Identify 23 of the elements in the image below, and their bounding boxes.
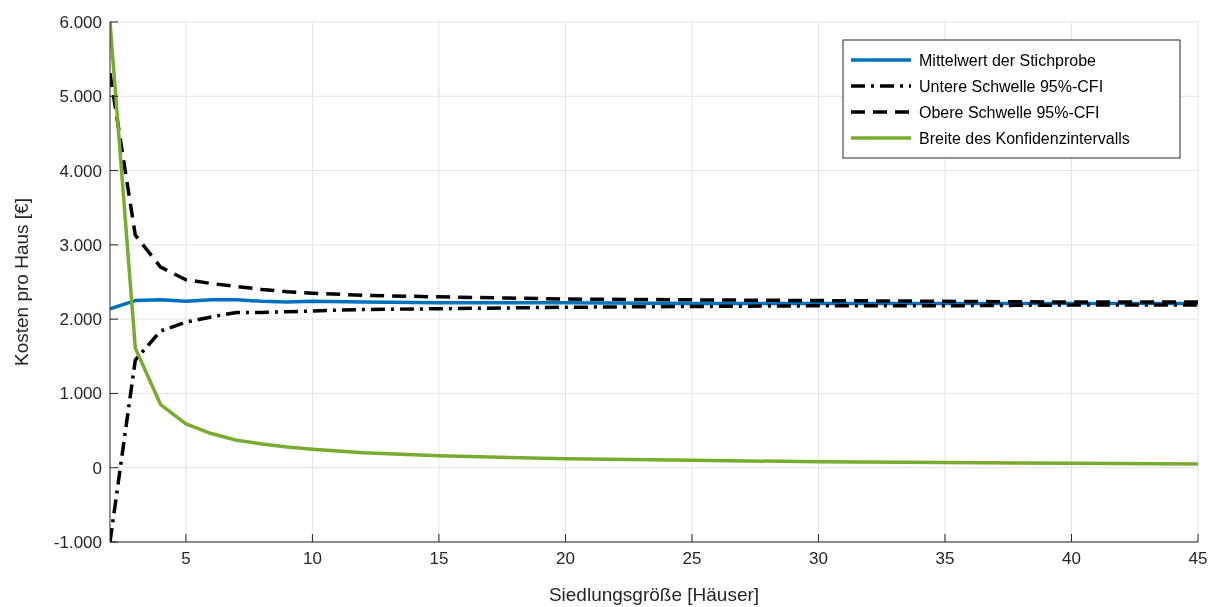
legend-label: Breite des Konfidenzintervalls	[919, 130, 1130, 147]
y-tick-label: 5.000	[59, 87, 102, 107]
y-tick-label: -1.000	[53, 533, 102, 552]
y-tick-label: 0	[92, 458, 102, 478]
y-tick-label: 3.000	[59, 235, 102, 255]
legend-label: Mittelwert der Stichprobe	[919, 52, 1097, 69]
x-tick-label: 40	[1062, 549, 1081, 568]
x-tick-label: 45	[1188, 549, 1208, 568]
legend-label: Obere Schwelle 95%-CFI	[919, 104, 1100, 121]
legend-label: Untere Schwelle 95%-CFI	[919, 78, 1104, 95]
x-tick-label: 35	[935, 549, 955, 568]
y-tick-label: 2.000	[59, 310, 102, 330]
y-tick-label: 1.000	[59, 384, 102, 404]
y-tick-label: 4.000	[59, 161, 102, 181]
x-tick-label: 20	[555, 549, 575, 568]
x-tick-label: 15	[429, 549, 449, 568]
x-tick-label: 10	[302, 549, 322, 568]
x-tick-label: 5	[181, 549, 191, 568]
x-tick-label: 30	[809, 549, 828, 568]
x-axis-title: Siedlungsgröße [Häuser]	[548, 584, 760, 605]
y-axis-title: Kosten pro Haus [€]	[11, 198, 32, 366]
x-tick-label: 25	[682, 549, 702, 568]
y-tick-label: 6.000	[59, 13, 102, 32]
